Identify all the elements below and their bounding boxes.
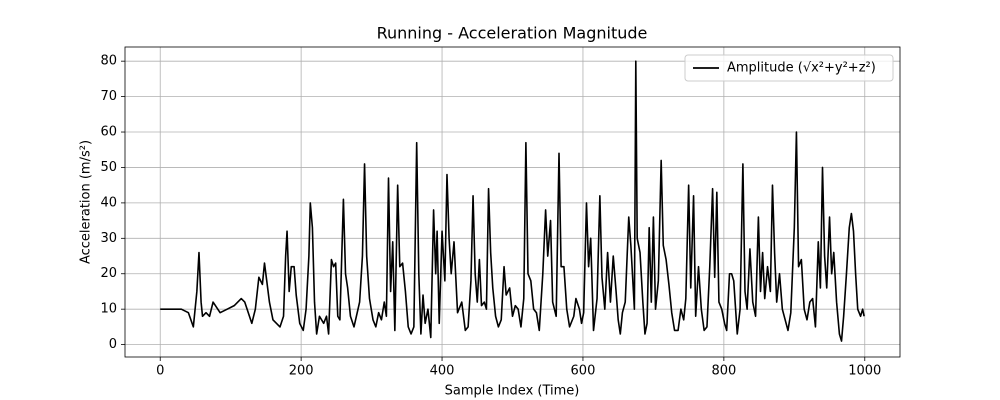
x-tick-label: 1000 (848, 364, 881, 379)
y-tick-label: 50 (100, 160, 117, 175)
plot-frame (124, 46, 901, 358)
y-tick-label: 0 (109, 337, 117, 352)
y-tick-label: 10 (100, 302, 117, 317)
y-tick-label: 40 (100, 195, 117, 210)
y-tick-label: 80 (100, 54, 117, 69)
y-tick-label: 20 (100, 266, 117, 281)
x-axis-label: Sample Index (Time) (445, 384, 580, 399)
y-tick-label: 30 (100, 231, 117, 246)
x-tick-label: 0 (156, 364, 164, 379)
x-tick-label: 600 (571, 364, 596, 379)
legend-label: Amplitude (√x²+y²+z²) (727, 61, 876, 76)
legend: Amplitude (√x²+y²+z²) (684, 54, 894, 82)
y-axis-label: Acceleration (m/s²) (79, 140, 94, 264)
legend-box (684, 54, 894, 82)
x-tick-label: 200 (289, 364, 314, 379)
x-tick-label: 800 (711, 364, 736, 379)
y-tick-label: 70 (100, 89, 117, 104)
chart-title: Running - Acceleration Magnitude (377, 24, 648, 43)
data-line (160, 60, 865, 342)
y-tick-label: 60 (100, 125, 117, 140)
x-tick-label: 400 (430, 364, 455, 379)
